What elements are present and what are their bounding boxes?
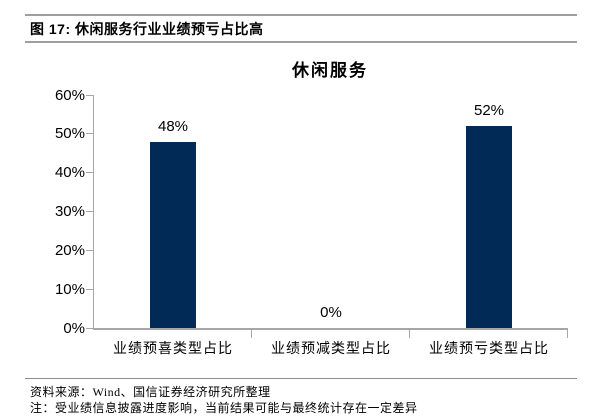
y-axis-tick [86,133,93,135]
header-rule [25,41,577,43]
source-note: 资料来源：Wind、国信证券经济研究所整理 [30,385,271,399]
x-axis-category-label: 业绩预喜类型占比 [113,342,233,357]
y-axis-tick-label: 60% [54,86,85,104]
x-axis-category-label: 业绩预亏类型占比 [429,342,549,357]
bar-value-label: 0% [320,304,342,321]
y-axis-tick-label: 0% [63,319,85,337]
top-rule [25,14,577,16]
bar-value-label: 48% [157,117,189,135]
y-axis-tick [86,249,93,251]
plot-area: 0% 10% 20% 30% 40% 50% 60% 48% 业绩预喜类型占比 0% 业绩预减类型占… [55,88,568,357]
x-axis-category-label: 业绩预减类型占比 [271,342,391,357]
y-axis-tick [86,211,93,212]
x-axis-tick [251,330,252,338]
x-axis-tick [409,330,410,338]
x-axis-tick [567,330,568,338]
y-axis-tick-label: 10% [54,280,85,298]
y-axis-tick [86,172,93,174]
y-axis-tick [86,288,93,290]
bar [150,141,196,328]
figure-header: 图 17: 休闲服务行业业绩预亏占比高 [30,21,264,37]
y-axis-tick [86,94,93,96]
bar [466,126,512,328]
chart-title: 休闲服务 [292,61,368,80]
y-axis-tick-label: 20% [54,241,85,259]
y-axis-tick-label: 30% [54,203,85,220]
y-axis-tick-label: 40% [54,164,85,182]
y-axis-tick [86,327,93,329]
bar-value-label: 52% [473,102,505,120]
y-axis-tick-label: 50% [54,125,85,143]
footer-rule [25,378,577,379]
